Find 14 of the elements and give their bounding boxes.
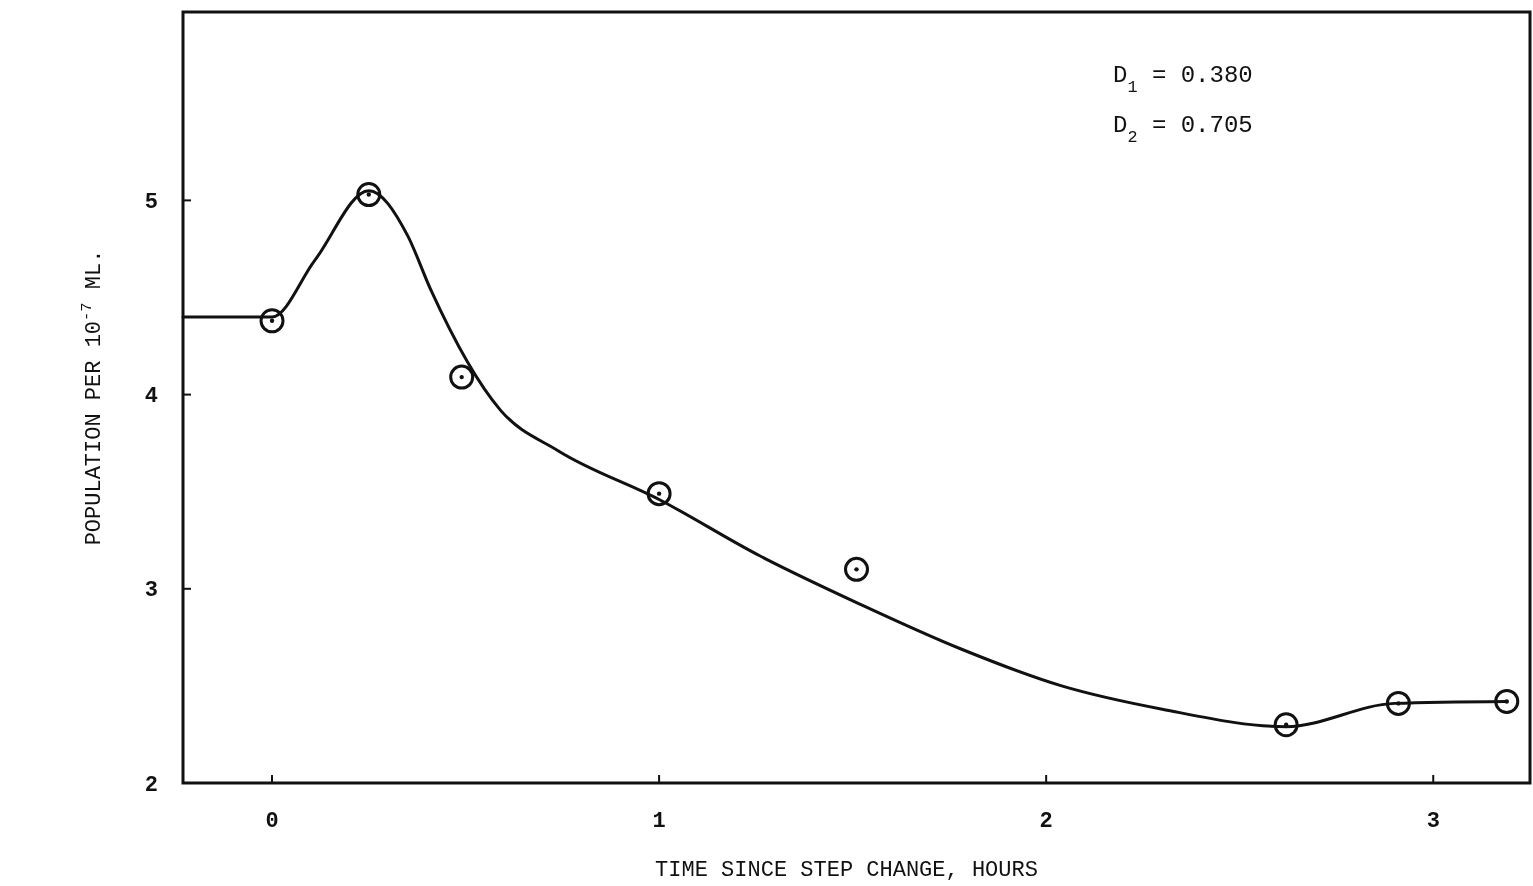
y-tick-label: 3: [144, 578, 158, 604]
x-tick-label: 2: [1039, 809, 1053, 834]
point: [449, 364, 475, 390]
x-axis-title: TIME SINCE STEP CHANGE, HOURS: [655, 858, 1038, 883]
y-tick-label: 4: [144, 384, 158, 410]
annotation: D$_{1}$ = 0.380: [1113, 62, 1253, 97]
point: [844, 556, 869, 582]
x-tick-label: 1: [652, 809, 666, 834]
x-tick-label: 3: [1426, 809, 1440, 834]
point: [1494, 688, 1520, 714]
y-tick-label: 5: [144, 190, 158, 216]
y-tick-label: 2: [144, 772, 158, 798]
x-tick-label: 0: [265, 809, 279, 834]
annotation: D$_{2}$ = 0.705: [1113, 112, 1253, 147]
